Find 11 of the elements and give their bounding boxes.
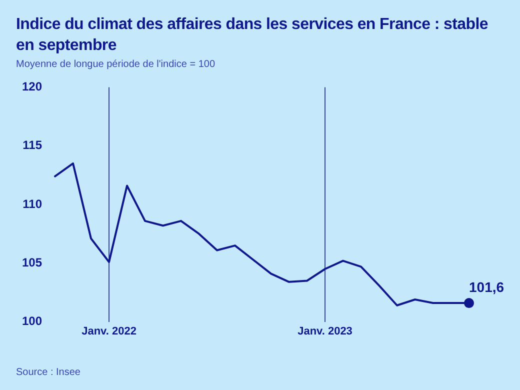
x-tick-label: Janv. 2023 — [298, 325, 352, 338]
y-tick-label: 120 — [22, 80, 42, 94]
y-tick-label: 105 — [22, 255, 42, 270]
y-tick-label: 100 — [22, 314, 42, 328]
data-label: 101,6 — [469, 278, 504, 295]
x-tick-label: Janv. 2022 — [82, 325, 136, 338]
source-note: Source : Insee — [16, 367, 80, 378]
y-tick-label: 115 — [22, 138, 42, 152]
chart-subtitle: Moyenne de longue période de l'indice = 100 — [15, 58, 216, 70]
y-tick-label: 110 — [22, 196, 42, 211]
chart-title: Indice du climat des affaires dans les services en France : stable en septembre — [15, 15, 489, 56]
